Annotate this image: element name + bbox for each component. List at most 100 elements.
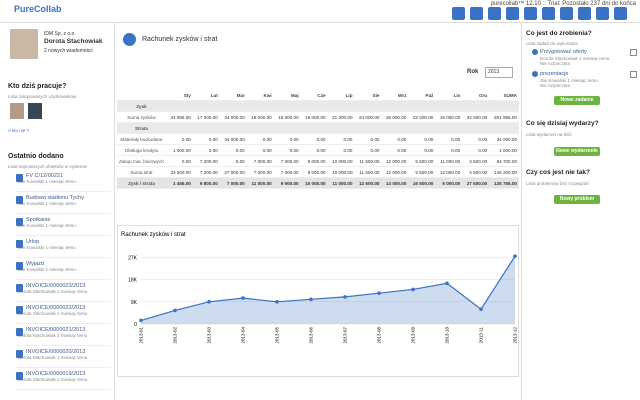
title: Rachunek zysków i strat <box>142 36 218 43</box>
cell: 10 000.00 <box>300 177 328 189</box>
recent-item[interactable]: Wyjazd Jan Kowalski 1 miesiąc temu <box>16 261 111 280</box>
messages[interactable]: 2 nowych wiadomości <box>44 48 93 54</box>
cell: 281 955.00 <box>489 111 519 123</box>
cell: 34 000.00 <box>219 133 247 145</box>
task-title[interactable]: Przygotować oferty <box>540 49 587 55</box>
cell: 7 000.00 <box>273 166 301 178</box>
point <box>479 307 483 311</box>
task-title[interactable]: prezentacje <box>540 71 569 77</box>
icon[interactable] <box>452 7 465 20</box>
row-label: Suma zysków <box>117 111 166 123</box>
recent-item[interactable]: Budowa stadionu Tychy Jan Kowalski 1 mies… <box>16 195 111 214</box>
avatar <box>10 29 38 59</box>
x-tick-label: 2013-11 <box>479 327 484 344</box>
column-header: Kwi <box>246 90 274 101</box>
row-label: Zysk / strata <box>117 177 166 189</box>
column-header: Sie <box>354 90 382 101</box>
x-tick-label: 2013-05 <box>275 327 280 344</box>
cell: 32 000.00 <box>462 111 490 123</box>
recent-item[interactable]: INVOICE/0000019/2013 Dorota Stachowiak 1 … <box>16 371 111 390</box>
button[interactable]: Nowe zadanie <box>554 96 600 105</box>
item-meta: Dorota Stachowiak 1 miesiąc temu <box>18 355 88 360</box>
button[interactable]: Nowy problem <box>554 195 600 204</box>
year-select[interactable]: 2013 <box>485 67 513 78</box>
chart-title: Rachunek zysków i strat <box>121 232 186 238</box>
row-label: Suma strat <box>117 166 166 178</box>
row-label: Obsługa kredytu <box>117 144 166 156</box>
cell: 0.00 <box>408 144 436 156</box>
cell: 18 000.00 <box>435 111 463 123</box>
icon[interactable] <box>560 7 573 20</box>
cell: 10 000.00 <box>327 155 355 167</box>
cell: 0.00 <box>435 144 463 156</box>
cell: 34 955.00 <box>165 111 193 123</box>
column-header: Lip <box>327 90 355 101</box>
cell: 16 000.00 <box>273 111 301 123</box>
icon[interactable] <box>524 7 537 20</box>
cell: 34 000.00 <box>219 111 247 123</box>
cell: 33 500.00 <box>165 166 193 178</box>
checkbox[interactable] <box>630 49 637 56</box>
check-icon <box>532 71 538 77</box>
item-meta: Dorota Stachowiak 1 miesiąc temu <box>18 311 88 316</box>
x-tick-label: 2013-03 <box>207 327 212 344</box>
icon[interactable] <box>488 7 501 20</box>
x-tick-label: 2013-08 <box>377 327 382 344</box>
cell: 11 500.00 <box>354 155 382 167</box>
recent-item[interactable]: Spotkanie Jan Kowalski 1 miesiąc temu <box>16 217 111 236</box>
cell: 0.00 <box>192 133 220 145</box>
logo[interactable]: PureCollab <box>14 4 62 14</box>
cell: 1 000.00 <box>165 144 193 156</box>
point <box>173 308 177 313</box>
item-title: Urlop <box>26 239 40 245</box>
icon[interactable] <box>614 7 627 20</box>
point <box>377 291 381 295</box>
cell: 7 000.00 <box>273 155 301 167</box>
cell: 1 455.00 <box>165 177 193 189</box>
column-header: Cze <box>300 90 328 101</box>
item-meta: Jan Kowalski 1 miesiąc temu <box>18 179 76 184</box>
icon[interactable] <box>578 7 591 20</box>
subtitle: Lista problemów bez rozwiązań <box>526 181 589 186</box>
icon[interactable] <box>542 7 555 20</box>
cell: 0.00 <box>246 133 274 145</box>
section-fill <box>165 122 519 134</box>
icon <box>16 240 23 248</box>
cell: 0.00 <box>300 133 328 145</box>
heading: Co jest do zrobienia? <box>526 30 592 37</box>
item-meta: Dorota Stachowiak 1 miesiąc temu <box>18 333 88 338</box>
icon[interactable] <box>470 7 483 20</box>
task-status: Nie rozpoczęta <box>540 61 571 66</box>
point <box>309 297 313 302</box>
recent-item[interactable]: INVOICE/0000023/2013 Dorota Stachowiak 1 … <box>16 283 111 302</box>
icon[interactable] <box>506 7 519 20</box>
avatar[interactable] <box>28 103 42 119</box>
section-row: Strata <box>117 122 519 134</box>
cell: 0.00 <box>165 133 193 145</box>
cell: 0.00 <box>327 144 355 156</box>
column-header: SUMA <box>489 90 519 101</box>
column-header: Lis <box>435 90 463 101</box>
cell: 7 000.00 <box>219 177 247 189</box>
recent-item[interactable]: INVOICE/0000020/2013 Dorota Stachowiak 1 … <box>16 349 111 368</box>
cell: 10 000.00 <box>327 166 355 178</box>
link[interactable]: A kto nie ? <box>8 128 30 133</box>
cell: 12 000.00 <box>381 155 409 167</box>
icon <box>16 306 23 314</box>
user[interactable]: Dorota Stachowiak <box>44 38 103 45</box>
recent-item[interactable]: Urlop Jan Kowalski 1 miesiąc temu <box>16 239 111 258</box>
x-tick-label: 2013-12 <box>513 327 518 344</box>
recent-item[interactable]: INVOICE/0000021/2013 Dorota Stachowiak 1 … <box>16 327 111 346</box>
subtitle: Lista zalogowanych użytkowników <box>8 94 77 99</box>
avatar[interactable] <box>10 103 24 119</box>
cell: 0.00 <box>462 144 490 156</box>
heading: Kto dziś pracuje? <box>8 83 67 90</box>
cell: 27 000.00 <box>219 166 247 178</box>
checkbox[interactable] <box>630 71 637 78</box>
button[interactable]: Nowe wydarzenie <box>554 147 600 156</box>
recent-item[interactable]: INVOICE/0000022/2013 Dorota Stachowiak 1 … <box>16 305 111 324</box>
icon[interactable] <box>596 7 609 20</box>
recent-item[interactable]: FV C/12/00221 Jan Kowalski 1 miesiąc temu <box>16 173 111 192</box>
x-tick-label: 2013-04 <box>241 327 246 344</box>
